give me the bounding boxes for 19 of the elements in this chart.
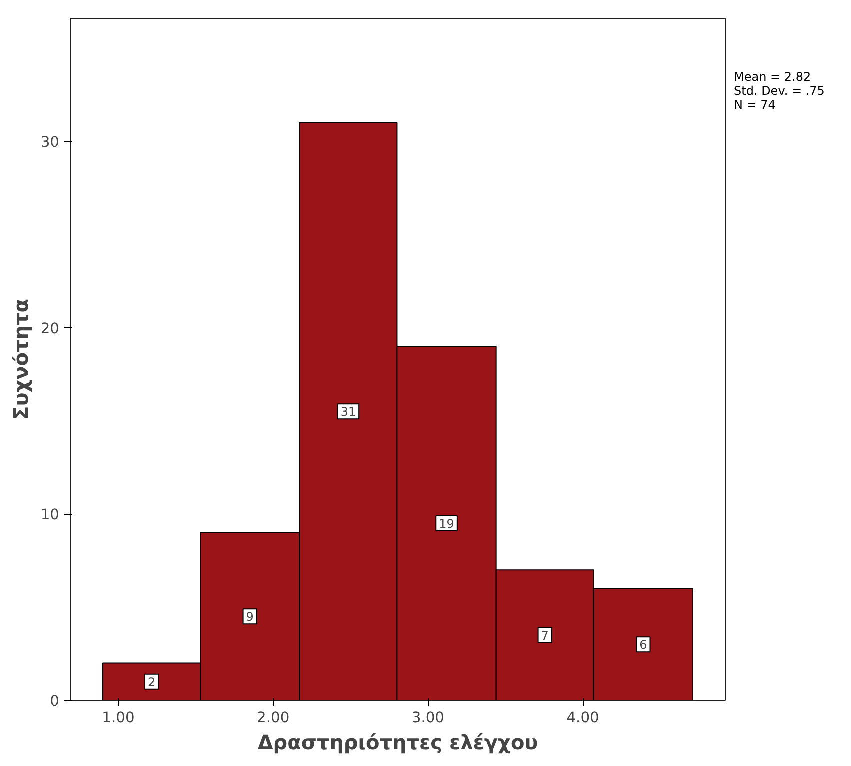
y-axis-title: Συχνότητα xyxy=(8,299,33,420)
x-tick-label: 2.00 xyxy=(257,710,290,726)
data-label: 9 xyxy=(246,610,254,624)
data-label: 7 xyxy=(541,628,549,643)
text: Mean = 2.82 xyxy=(734,70,812,84)
y-tick-label: 30 xyxy=(40,134,60,151)
y-tick-label: 10 xyxy=(40,506,60,524)
x-tick-label: 4.00 xyxy=(566,710,600,726)
text: N = 74 xyxy=(734,98,776,112)
data-label: 31 xyxy=(340,405,356,420)
x-tick-label: 3.00 xyxy=(412,710,445,726)
data-label: 6 xyxy=(640,638,648,652)
x-axis-title: Δραστηριότητες ελέγχου xyxy=(258,730,538,754)
x-tick-label: 1.00 xyxy=(102,710,135,726)
data-label: 2 xyxy=(148,675,156,690)
data-label: 19 xyxy=(439,516,454,531)
y-tick-label: 0 xyxy=(50,693,60,710)
text: Std. Dev. = .75 xyxy=(734,84,825,98)
y-tick-label: 20 xyxy=(40,320,60,338)
